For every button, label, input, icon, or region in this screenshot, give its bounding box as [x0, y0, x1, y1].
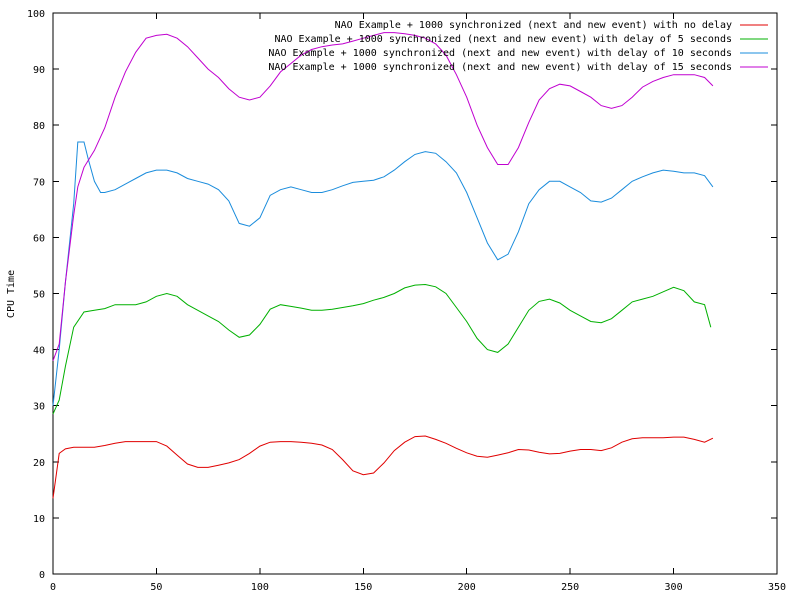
x-tick-label: 100 — [251, 582, 269, 593]
y-axis-label: CPU Time — [6, 270, 17, 318]
x-tick-label: 350 — [768, 582, 786, 593]
legend-label-4: NAO Example + 1000 synchronized (next an… — [268, 62, 732, 73]
x-tick-label: 250 — [561, 582, 579, 593]
series-line-4 — [52, 32, 714, 361]
plot-area — [52, 12, 778, 575]
y-tick-label: 70 — [33, 177, 45, 188]
series-line-3 — [52, 141, 714, 406]
y-tick-label: 90 — [33, 65, 45, 76]
x-tick-label: 0 — [50, 582, 56, 593]
x-tick-label: 200 — [458, 582, 476, 593]
series-line-1 — [52, 435, 714, 499]
legend: NAO Example + 1000 synchronized (next an… — [268, 20, 768, 73]
y-tick-label: 50 — [33, 290, 45, 301]
legend-label-1: NAO Example + 1000 synchronized (next an… — [335, 20, 732, 31]
series-lines — [52, 32, 714, 499]
y-tick-label: 100 — [27, 9, 45, 20]
y-tick-label: 40 — [33, 346, 45, 357]
y-tick-label: 30 — [33, 402, 45, 413]
series-line-2 — [52, 283, 712, 415]
x-tick-label: 50 — [150, 582, 162, 593]
legend-label-2: NAO Example + 1000 synchronized (next an… — [274, 34, 732, 45]
y-tick-label: 60 — [33, 233, 45, 244]
x-tick-label: 300 — [665, 582, 683, 593]
y-tick-label: 0 — [39, 570, 45, 581]
x-tick-label: 150 — [354, 582, 372, 593]
y-tick-label: 80 — [33, 121, 45, 132]
x-axis: 0 50 100 150 200 250 300 350 — [50, 13, 786, 593]
y-tick-label: 10 — [33, 514, 45, 525]
legend-label-3: NAO Example + 1000 synchronized (next an… — [268, 48, 732, 59]
y-axis: 0 10 20 30 40 50 60 70 80 90 100 — [27, 9, 777, 581]
y-tick-label: 20 — [33, 458, 45, 469]
